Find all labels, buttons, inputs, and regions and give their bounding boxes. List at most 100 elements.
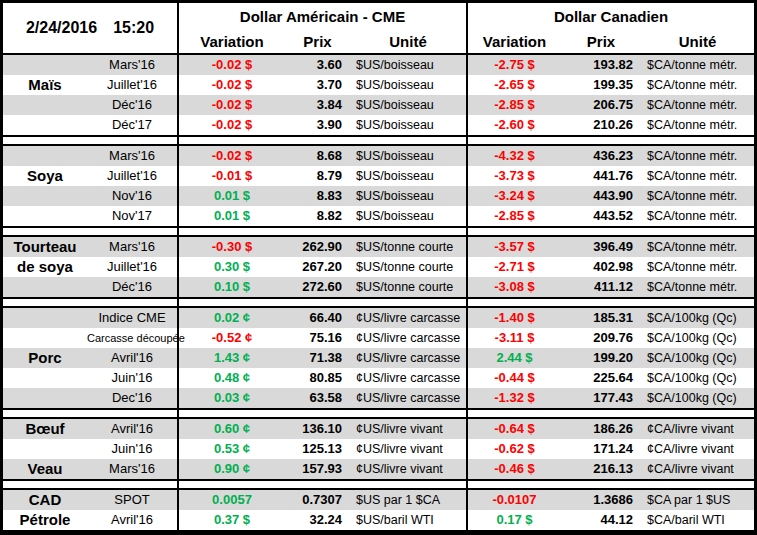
contract-month-cell: Avril'16	[87, 510, 179, 530]
table-row: BœufAvril'160.60 ¢136.10¢US/livre vivant…	[3, 419, 754, 439]
us-unit-cell: $US/boisseau	[350, 146, 468, 166]
ca-unit-cell: $CA/tonne métr.	[641, 206, 754, 226]
ca-variation-cell: -4.32 $	[468, 146, 561, 166]
us-price-cell: 157.93	[285, 459, 350, 479]
section-porc: Indice CME0.02 ¢66.40¢US/livre carcasse-…	[3, 308, 754, 408]
us-variation-cell: 0.03 ¢	[179, 388, 285, 408]
datetime-header: 2/24/2016 15:20	[3, 3, 179, 53]
us-unit-cell: $US/boisseau	[350, 186, 468, 206]
us-price-cell: 80.85	[285, 368, 350, 388]
commodity-label: Tourteau	[3, 237, 87, 257]
us-unit-cell: ¢US/livre carcasse	[350, 328, 468, 348]
ca-unit-cell: $CA/tonne métr.	[641, 95, 754, 115]
ca-price-cell: 185.31	[561, 308, 641, 328]
divider-segment	[179, 228, 468, 235]
commodity-label: Bœuf	[3, 419, 87, 439]
us-variation-cell: 0.48 ¢	[179, 368, 285, 388]
commodity-label: Porc	[3, 348, 87, 368]
ca-variation-cell: -3.57 $	[468, 237, 561, 257]
ca-variation-cell: -0.62 $	[468, 439, 561, 459]
contract-month-cell: Mars'16	[87, 237, 179, 257]
ca-price-cell: 1.3686	[561, 490, 641, 510]
divider-segment	[3, 299, 179, 306]
commodity-label	[3, 55, 87, 75]
ca-price-cell: 206.75	[561, 95, 641, 115]
ca-price-cell: 436.23	[561, 146, 641, 166]
us-price-column-header: Prix	[285, 29, 350, 53]
divider-segment	[468, 228, 754, 235]
commodity-label	[3, 206, 87, 226]
table-row: TourteauMars'16-0.30 $262.90$US/tonne co…	[3, 237, 754, 257]
us-price-cell: 32.24	[285, 510, 350, 530]
us-dollar-section-title: Dollar Américain - CME	[179, 3, 468, 29]
us-unit-cell: ¢US/livre carcasse	[350, 368, 468, 388]
us-variation-cell: -0.02 $	[179, 95, 285, 115]
us-unit-cell: ¢US/livre carcasse	[350, 348, 468, 368]
us-variation-cell: -0.02 $	[179, 75, 285, 95]
us-variation-cell: 0.0057	[179, 490, 285, 510]
table-header: 2/24/2016 15:20 Dollar Américain - CME D…	[3, 3, 754, 55]
contract-month-cell: Dec'16	[87, 388, 179, 408]
table-row: Indice CME0.02 ¢66.40¢US/livre carcasse-…	[3, 308, 754, 328]
ca-price-cell: 44.12	[561, 510, 641, 530]
table-row: MaïsJuillet'16-0.02 $3.70$US/boisseau-2.…	[3, 75, 754, 95]
ca-unit-cell: $CA/100kg (Qc)	[641, 328, 754, 348]
ca-unit-cell: $CA/tonne métr.	[641, 115, 754, 135]
section-divider	[3, 297, 754, 308]
us-variation-cell: 0.01 $	[179, 186, 285, 206]
ca-variation-cell: -0.44 $	[468, 368, 561, 388]
table-row: Juin'160.53 ¢125.13¢US/livre vivant-0.62…	[3, 439, 754, 459]
ca-unit-cell: $CA/tonne métr.	[641, 186, 754, 206]
us-price-cell: 125.13	[285, 439, 350, 459]
ca-unit-cell: $CA/100kg (Qc)	[641, 388, 754, 408]
ca-price-column-header: Prix	[561, 29, 641, 53]
ca-price-cell: 443.90	[561, 186, 641, 206]
divider-segment	[468, 410, 754, 417]
us-unit-cell: $US/boisseau	[350, 55, 468, 75]
ca-variation-cell: -0.64 $	[468, 419, 561, 439]
contract-month-cell: Avril'16	[87, 348, 179, 368]
us-variation-cell: -0.02 $	[179, 115, 285, 135]
us-price-cell: 75.16	[285, 328, 350, 348]
us-unit-cell: $US/baril WTI	[350, 510, 468, 530]
us-variation-cell: 0.02 ¢	[179, 308, 285, 328]
ca-price-cell: 209.76	[561, 328, 641, 348]
ca-variation-cell: -2.75 $	[468, 55, 561, 75]
commodity-label	[3, 439, 87, 459]
contract-month-cell: Nov'17	[87, 206, 179, 226]
us-variation-cell: 0.60 ¢	[179, 419, 285, 439]
us-variation-cell: 0.10 $	[179, 277, 285, 297]
contract-month-cell: Mars'16	[87, 55, 179, 75]
contract-month-cell: Mars'16	[87, 459, 179, 479]
us-unit-cell: ¢US/livre vivant	[350, 419, 468, 439]
commodity-label	[3, 388, 87, 408]
us-unit-cell: $US/boisseau	[350, 166, 468, 186]
ca-unit-cell: $CA/100kg (Qc)	[641, 308, 754, 328]
commodity-label: CAD	[3, 490, 87, 510]
ca-variation-cell: -3.11 $	[468, 328, 561, 348]
divider-segment	[468, 299, 754, 306]
contract-month-cell: Juin'16	[87, 439, 179, 459]
contract-month-cell: Indice CME	[87, 308, 179, 328]
contract-month-cell: Déc'16	[87, 277, 179, 297]
us-price-cell: 3.84	[285, 95, 350, 115]
us-unit-cell: $US par 1 $CA	[350, 490, 468, 510]
us-price-cell: 136.10	[285, 419, 350, 439]
ca-variation-cell: -2.60 $	[468, 115, 561, 135]
ca-unit-cell: $CA/100kg (Qc)	[641, 368, 754, 388]
ca-variation-cell: -3.24 $	[468, 186, 561, 206]
us-unit-cell: $US/tonne courte	[350, 257, 468, 277]
us-price-cell: 71.38	[285, 348, 350, 368]
ca-unit-cell: $CA/tonne métr.	[641, 277, 754, 297]
table-row: VeauMars'160.90 ¢157.93¢US/livre vivant-…	[3, 459, 754, 479]
contract-month-cell: Juillet'16	[87, 75, 179, 95]
contract-month-cell: Nov'16	[87, 186, 179, 206]
us-price-cell: 8.83	[285, 186, 350, 206]
ca-unit-cell: $CA/tonne métr.	[641, 237, 754, 257]
commodity-price-table: 2/24/2016 15:20 Dollar Américain - CME D…	[0, 0, 757, 535]
ca-unit-cell: $CA/tonne métr.	[641, 75, 754, 95]
ca-dollar-section-title: Dollar Canadien	[468, 3, 754, 29]
section-divider	[3, 479, 754, 490]
ca-variation-cell: -0.0107	[468, 490, 561, 510]
ca-price-cell: 210.26	[561, 115, 641, 135]
